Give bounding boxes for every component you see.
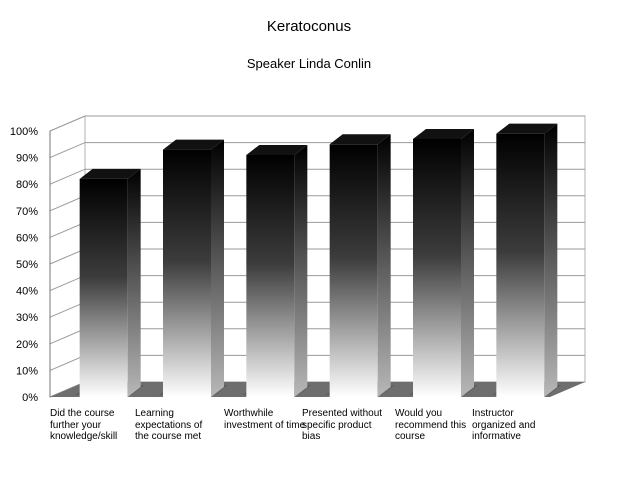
bar-side — [377, 134, 391, 398]
y-tick-label: 40% — [16, 286, 38, 298]
bar-top — [163, 139, 224, 150]
x-tick-label: Learning expectations of the course met — [135, 408, 203, 442]
x-tick-label: Did the course further your knowledge/sk… — [50, 408, 118, 442]
y-tick-label: 50% — [16, 259, 38, 271]
x-tick-label: Would you recommend this course — [395, 408, 467, 442]
bar — [409, 128, 478, 398]
bar-front — [163, 149, 211, 397]
bar — [325, 134, 395, 398]
y-tick-label: 10% — [16, 365, 38, 377]
y-tick-label: 100% — [10, 126, 38, 138]
y-tick-label: 80% — [16, 179, 38, 191]
bar-top — [496, 123, 558, 134]
y-tick-label: 70% — [16, 206, 38, 218]
bar-front — [329, 144, 378, 397]
x-tick-label: Worthwhile investment of time — [224, 408, 306, 431]
bar-top — [79, 168, 141, 179]
gridline — [49, 115, 585, 132]
chart-subtitle: Speaker Linda Conlin — [246, 56, 372, 71]
bar — [159, 139, 228, 397]
y-tick-label: 0% — [22, 392, 38, 404]
y-tick-label: 20% — [16, 339, 38, 351]
y-tick-label: 30% — [16, 312, 38, 324]
x-tick-label: Presented without specific product bias — [302, 408, 383, 442]
bar-front — [79, 178, 128, 397]
bar-front — [496, 133, 545, 397]
bar-top — [413, 128, 474, 139]
bar-side — [211, 139, 224, 397]
bar-side — [544, 123, 558, 397]
bar — [492, 123, 562, 397]
bar-top — [329, 134, 391, 145]
y-tick-labels: 0% 10% 20% 30% 40% 50% 60% 70% 80% 90% 100% — [10, 126, 38, 404]
bar-front — [246, 154, 295, 397]
bar-top — [246, 144, 308, 155]
bar-front — [413, 138, 461, 398]
bar — [75, 168, 145, 397]
bar-side — [127, 168, 141, 397]
bar-side — [461, 128, 474, 398]
chart-title: Keratoconus — [266, 18, 352, 35]
bar-side — [294, 144, 308, 397]
bar — [242, 144, 312, 397]
x-tick-label: Instructor organized and informative — [472, 408, 536, 442]
y-tick-label: 90% — [16, 153, 38, 165]
y-tick-label: 60% — [16, 232, 38, 244]
bars — [75, 123, 562, 398]
